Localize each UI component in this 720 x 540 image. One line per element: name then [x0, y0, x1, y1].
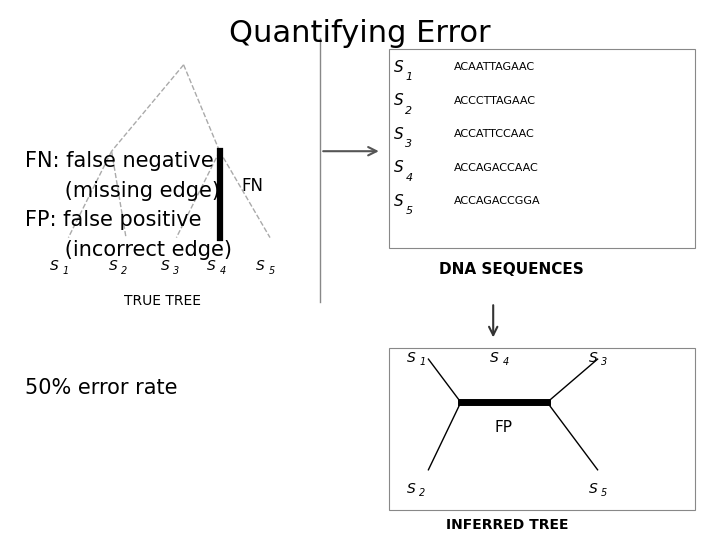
- Text: ACCCTTAGAAC: ACCCTTAGAAC: [454, 96, 536, 106]
- Text: 5: 5: [269, 266, 275, 276]
- Text: INFERRED TREE: INFERRED TREE: [446, 518, 569, 532]
- Text: FP: FP: [495, 420, 513, 435]
- Text: 2: 2: [121, 266, 127, 276]
- Text: 5: 5: [601, 488, 608, 498]
- Text: S: S: [490, 351, 499, 365]
- Bar: [389, 348, 695, 510]
- Text: DNA SEQUENCES: DNA SEQUENCES: [439, 262, 584, 277]
- Text: S: S: [50, 259, 59, 273]
- Text: ACCATTCCAAC: ACCATTCCAAC: [454, 130, 534, 139]
- Text: 1: 1: [405, 72, 413, 82]
- Bar: [389, 49, 695, 248]
- Text: S: S: [589, 482, 598, 496]
- Text: S: S: [394, 194, 403, 209]
- Text: 1: 1: [419, 357, 426, 368]
- Text: S: S: [207, 259, 216, 273]
- Text: ACAATTAGAAC: ACAATTAGAAC: [454, 63, 535, 72]
- Text: S: S: [394, 160, 403, 176]
- Text: 4: 4: [405, 173, 413, 183]
- Text: 2: 2: [405, 106, 413, 116]
- Text: 3: 3: [601, 357, 608, 368]
- Text: 5: 5: [405, 206, 413, 216]
- Text: S: S: [394, 93, 403, 109]
- Text: S: S: [407, 482, 415, 496]
- Text: FN: FN: [241, 177, 264, 195]
- Text: ACCAGACCGGA: ACCAGACCGGA: [454, 197, 540, 206]
- Text: S: S: [589, 351, 598, 365]
- Text: 50% error rate: 50% error rate: [25, 378, 178, 398]
- Text: S: S: [394, 127, 403, 142]
- Text: ACCAGACCAAC: ACCAGACCAAC: [454, 163, 539, 173]
- Text: S: S: [407, 351, 415, 365]
- Text: 2: 2: [419, 488, 426, 498]
- Text: S: S: [161, 259, 169, 273]
- Text: S: S: [394, 60, 403, 75]
- Text: TRUE TREE: TRUE TREE: [124, 294, 200, 308]
- Text: Quantifying Error: Quantifying Error: [229, 19, 491, 48]
- Text: 3: 3: [405, 139, 413, 149]
- Text: 4: 4: [220, 266, 226, 276]
- Text: 3: 3: [173, 266, 179, 276]
- Text: 4: 4: [503, 357, 509, 368]
- Text: 1: 1: [63, 266, 69, 276]
- Text: FN: false negative
      (missing edge)
FP: false positive
      (incorrect edge: FN: false negative (missing edge) FP: fa…: [25, 151, 232, 260]
- Text: S: S: [109, 259, 117, 273]
- Text: S: S: [256, 259, 265, 273]
